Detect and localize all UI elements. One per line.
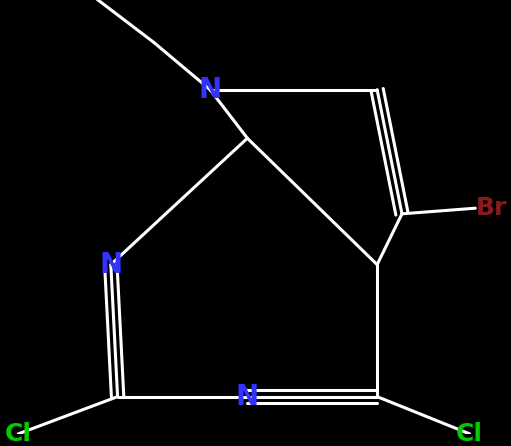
Text: N: N: [199, 76, 222, 104]
Text: N: N: [99, 251, 122, 279]
Text: Br: Br: [475, 196, 507, 220]
Text: Cl: Cl: [456, 422, 483, 446]
Text: N: N: [236, 383, 259, 411]
Text: Cl: Cl: [5, 422, 32, 446]
